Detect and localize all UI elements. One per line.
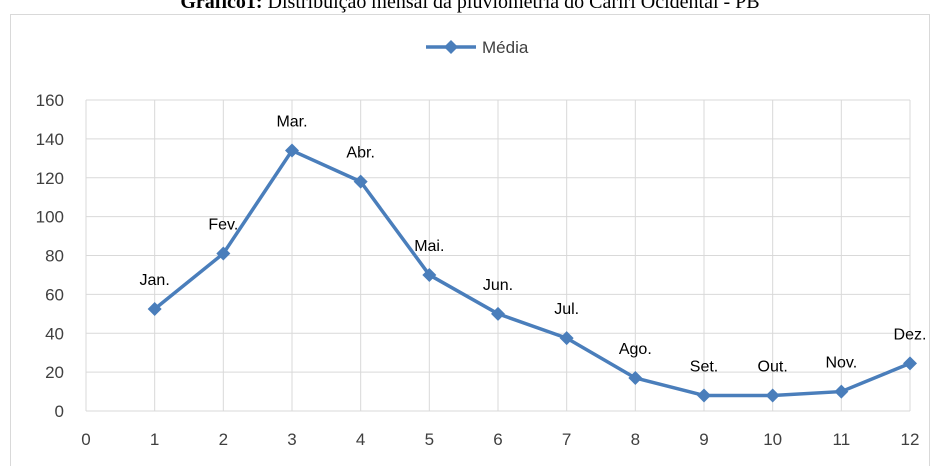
y-tick-label: 100 (36, 208, 64, 227)
x-tick-label: 7 (562, 430, 571, 449)
data-point (903, 356, 917, 371)
data-point (491, 306, 505, 321)
data-label: Set. (690, 358, 718, 375)
y-tick-label: 120 (36, 169, 64, 188)
data-point (697, 388, 711, 403)
y-tick-label: 0 (55, 402, 64, 421)
data-point (285, 143, 299, 158)
data-label: Jun. (483, 277, 513, 294)
data-label: Ago. (619, 341, 652, 358)
x-tick-label: 5 (425, 430, 434, 449)
x-tick-label: 4 (356, 430, 365, 449)
x-tick-label: 0 (81, 430, 90, 449)
chart-title: Gráfico1: Distribuição mensal da pluviom… (180, 0, 759, 13)
y-tick-label: 160 (36, 91, 64, 110)
data-label: Out. (758, 358, 788, 375)
y-tick-label: 60 (45, 285, 64, 304)
data-point (559, 331, 574, 346)
data-label: Dez. (894, 326, 927, 343)
chart-border (10, 14, 930, 466)
data-label: Fev. (208, 217, 238, 234)
y-tick-label: 80 (45, 247, 64, 266)
data-point (628, 370, 643, 385)
data-point (422, 267, 437, 282)
x-tick-label: 8 (631, 430, 640, 449)
x-tick-label: 3 (287, 430, 296, 449)
legend-marker (444, 40, 458, 54)
series-line (153, 148, 911, 398)
x-tick-label: 10 (763, 430, 782, 449)
y-tick-label: 40 (45, 324, 64, 343)
y-tick-label: 140 (36, 130, 64, 149)
x-tick-label: 6 (493, 430, 502, 449)
title-prefix: Gráfico1: (180, 0, 262, 13)
x-tick-label: 1 (150, 430, 159, 449)
y-tick-label: 20 (45, 363, 64, 382)
data-label: Jan. (140, 272, 170, 289)
x-tick-label: 11 (833, 430, 851, 449)
data-point (765, 388, 780, 403)
data-point (147, 301, 162, 316)
data-point (353, 174, 368, 189)
data-label: Abr. (346, 145, 374, 162)
data-point (834, 384, 849, 399)
data-label: Mai. (414, 238, 444, 255)
x-tick-label: 2 (219, 430, 228, 449)
x-tick-label: 12 (901, 430, 920, 449)
data-label: Jul. (554, 301, 579, 318)
title-text: Distribuição mensal da pluviometria do C… (268, 0, 760, 13)
legend-label: Média (482, 38, 529, 57)
data-label: Mar. (276, 114, 307, 131)
data-label: Nov. (825, 355, 857, 372)
data-point (216, 246, 231, 261)
x-tick-label: 9 (699, 430, 708, 449)
